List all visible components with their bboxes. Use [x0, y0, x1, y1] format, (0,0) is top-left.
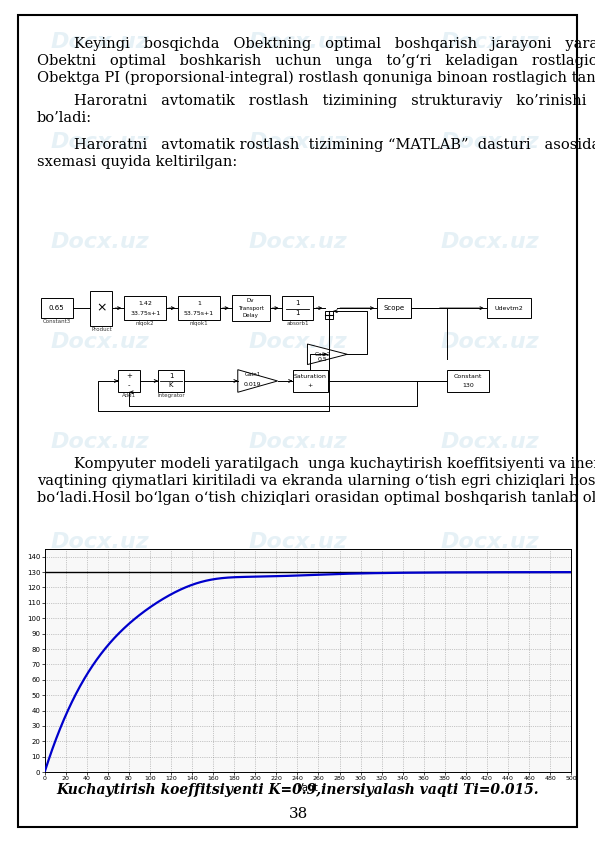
Text: Haroratni   avtomatik   rostlash   tizimining   strukturaviy   ko’rinishi   quyi: Haroratni avtomatik rostlash tizimining … — [37, 94, 595, 108]
Bar — [447, 370, 488, 392]
Text: +: + — [308, 383, 313, 388]
Text: Integrator: Integrator — [157, 393, 185, 398]
Text: 1: 1 — [295, 310, 300, 316]
Text: nlqok1: nlqok1 — [190, 322, 208, 327]
Text: Docx.uz: Docx.uz — [51, 532, 149, 552]
Text: Docx.uz: Docx.uz — [441, 232, 540, 252]
Text: Docx.uz: Docx.uz — [51, 732, 149, 752]
Text: Docx.uz: Docx.uz — [249, 32, 347, 52]
Text: bo’ladi:: bo’ladi: — [37, 111, 92, 125]
Text: Docx.uz: Docx.uz — [249, 732, 347, 752]
Text: Constant3: Constant3 — [42, 319, 71, 324]
Text: 0.65: 0.65 — [49, 305, 64, 312]
Text: Transport: Transport — [238, 306, 264, 311]
Text: Udevtm2: Udevtm2 — [494, 306, 524, 311]
X-axis label: Vaqt: Vaqt — [297, 783, 319, 792]
Text: Docx.uz: Docx.uz — [441, 632, 540, 652]
Text: Docx.uz: Docx.uz — [51, 132, 149, 152]
Text: vaqtining qiymatlari kiritiladi va ekranda ularning o‘tish egri chiziqlari hosil: vaqtining qiymatlari kiritiladi va ekran… — [37, 474, 595, 488]
Text: ×: × — [96, 301, 107, 315]
Text: Docx.uz: Docx.uz — [51, 232, 149, 252]
Text: 1: 1 — [295, 301, 300, 306]
Text: Docx.uz: Docx.uz — [249, 132, 347, 152]
Text: bo‘ladi.Hosil bo‘lgan o‘tish chiziqlari orasidan optimal boshqarish tanlab olina: bo‘ladi.Hosil bo‘lgan o‘tish chiziqlari … — [37, 491, 595, 505]
Text: Product: Product — [91, 327, 112, 332]
Bar — [118, 370, 140, 392]
Text: -: - — [128, 382, 130, 388]
Text: Docx.uz: Docx.uz — [249, 432, 347, 452]
Text: Saturation: Saturation — [294, 374, 327, 379]
Text: Docx.uz: Docx.uz — [441, 532, 540, 552]
Text: Docx.uz: Docx.uz — [51, 32, 149, 52]
Bar — [377, 298, 411, 318]
Bar — [281, 296, 314, 321]
Text: 53.75s+1: 53.75s+1 — [184, 311, 214, 316]
Bar — [487, 298, 531, 318]
Text: Obektni   optimal   boshkarish   uchun   unga   to’g‘ri   keladigan   rostlagich: Obektni optimal boshkarish uchun unga to… — [37, 54, 595, 68]
Text: Kuchaytirish koeffitsiyenti K=0.9,inersiyalash vaqti Ti=0.015.: Kuchaytirish koeffitsiyenti K=0.9,inersi… — [57, 783, 539, 797]
Text: Kompyuter modeli yaratilgach  unga kuchaytirish koeffitsiyenti va inersiya: Kompyuter modeli yaratilgach unga kuchay… — [37, 457, 595, 471]
Text: Docx.uz: Docx.uz — [249, 232, 347, 252]
Text: Docx.uz: Docx.uz — [249, 632, 347, 652]
Text: Gain1: Gain1 — [245, 372, 261, 377]
Text: 1: 1 — [197, 301, 201, 306]
Text: Docx.uz: Docx.uz — [51, 632, 149, 652]
Text: Keyingi   bosqichda   Obektning   optimal   boshqarish   jarayoni   yaratiladi.: Keyingi bosqichda Obektning optimal bosh… — [37, 37, 595, 51]
Bar — [293, 370, 328, 392]
Text: 0.019: 0.019 — [244, 381, 262, 386]
Text: 38: 38 — [289, 807, 308, 821]
Text: Add1: Add1 — [122, 393, 136, 398]
Text: Docx.uz: Docx.uz — [51, 332, 149, 352]
Text: Docx.uz: Docx.uz — [441, 432, 540, 452]
Text: +: + — [126, 374, 132, 380]
Bar — [178, 296, 220, 321]
Text: 1.42: 1.42 — [138, 301, 152, 306]
Text: Docx.uz: Docx.uz — [249, 532, 347, 552]
Text: Haroratni   avtomatik rostlash  tizimining “MATLAB”  dasturi   asosidagi   blok: Haroratni avtomatik rostlash tizimining … — [37, 138, 595, 152]
Text: 0.5: 0.5 — [318, 357, 327, 362]
Text: Docx.uz: Docx.uz — [51, 432, 149, 452]
Bar — [158, 370, 184, 392]
Bar — [90, 290, 112, 326]
Text: 33.75s+1: 33.75s+1 — [130, 311, 160, 316]
Text: Docx.uz: Docx.uz — [441, 332, 540, 352]
Text: absorb1: absorb1 — [286, 322, 309, 327]
Text: Docx.uz: Docx.uz — [249, 332, 347, 352]
Bar — [124, 296, 166, 321]
Text: Scope: Scope — [384, 305, 405, 312]
Text: Docx.uz: Docx.uz — [441, 32, 540, 52]
Text: Obektga PI (proporsional-integral) rostlash qonuniga binoan rostlagich tanlanadi: Obektga PI (proporsional-integral) rostl… — [37, 71, 595, 85]
Text: Docx.uz: Docx.uz — [441, 132, 540, 152]
Text: sxemasi quyida keltirilgan:: sxemasi quyida keltirilgan: — [37, 155, 237, 169]
Text: 130: 130 — [462, 383, 474, 388]
Bar — [232, 295, 270, 322]
Text: nlqok2: nlqok2 — [136, 322, 155, 327]
Text: Delay: Delay — [243, 313, 259, 318]
Text: Constant: Constant — [453, 374, 482, 379]
Bar — [40, 298, 73, 318]
Text: Gain2: Gain2 — [314, 352, 330, 357]
Text: Docx.uz: Docx.uz — [441, 732, 540, 752]
Text: 1: 1 — [169, 374, 173, 380]
Text: K: K — [169, 382, 173, 388]
Bar — [325, 312, 333, 319]
Text: Dv: Dv — [247, 298, 255, 303]
